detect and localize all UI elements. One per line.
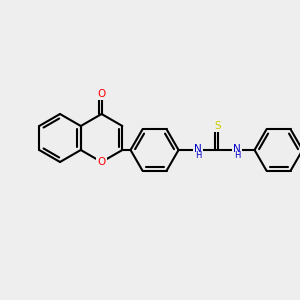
Text: N: N — [194, 143, 202, 154]
Text: N: N — [233, 143, 241, 154]
Text: O: O — [98, 157, 106, 167]
Text: H: H — [234, 152, 241, 160]
Text: S: S — [214, 121, 221, 131]
Text: O: O — [98, 88, 106, 99]
Text: H: H — [195, 152, 201, 160]
